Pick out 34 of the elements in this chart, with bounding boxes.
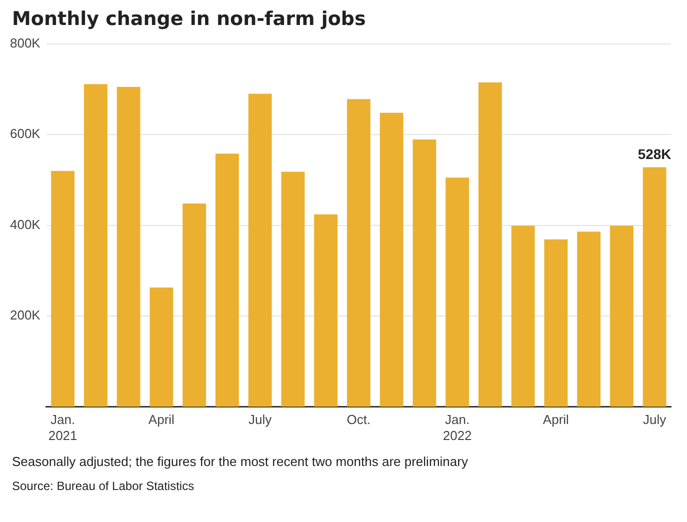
bar: [248, 94, 272, 407]
x-tick-label: April: [542, 412, 570, 428]
x-tick-label: July: [643, 412, 667, 428]
bar: [380, 112, 404, 407]
bar: [642, 167, 666, 407]
bar: [610, 226, 634, 407]
bar: [577, 232, 601, 407]
bar: [281, 172, 305, 407]
bar: [412, 140, 436, 407]
x-tick-label: July: [248, 412, 272, 428]
bar: [478, 82, 502, 407]
source-note: Source: Bureau of Labor Statistics: [12, 479, 196, 493]
x-tick-label: Oct.: [346, 412, 371, 428]
bar: [84, 84, 108, 407]
x-tick-label: April: [148, 412, 175, 428]
bar: [182, 204, 206, 407]
bar: [51, 170, 75, 407]
y-tick-label: 800K: [10, 35, 41, 50]
x-tick-label: Jan. 2022: [442, 412, 472, 443]
y-tick-label: 600K: [10, 126, 41, 142]
text: Seasonally adjusted; the figures for the most recent two months are preliminary: [12, 454, 469, 469]
bar: [150, 287, 174, 407]
bar: [346, 99, 370, 407]
x-tick-label: Jan. 2021: [48, 412, 78, 443]
bar: [544, 239, 568, 407]
bar: [215, 154, 239, 407]
bar: [314, 214, 338, 407]
bar: [446, 178, 470, 407]
y-tick-label: 400K: [10, 216, 41, 232]
chart-title: Monthly change in non-farm jobs: [12, 8, 367, 30]
data-label: 528K: [638, 146, 672, 162]
y-tick-label: 200K: [10, 308, 41, 323]
bar: [116, 86, 140, 407]
bar: [511, 226, 535, 407]
